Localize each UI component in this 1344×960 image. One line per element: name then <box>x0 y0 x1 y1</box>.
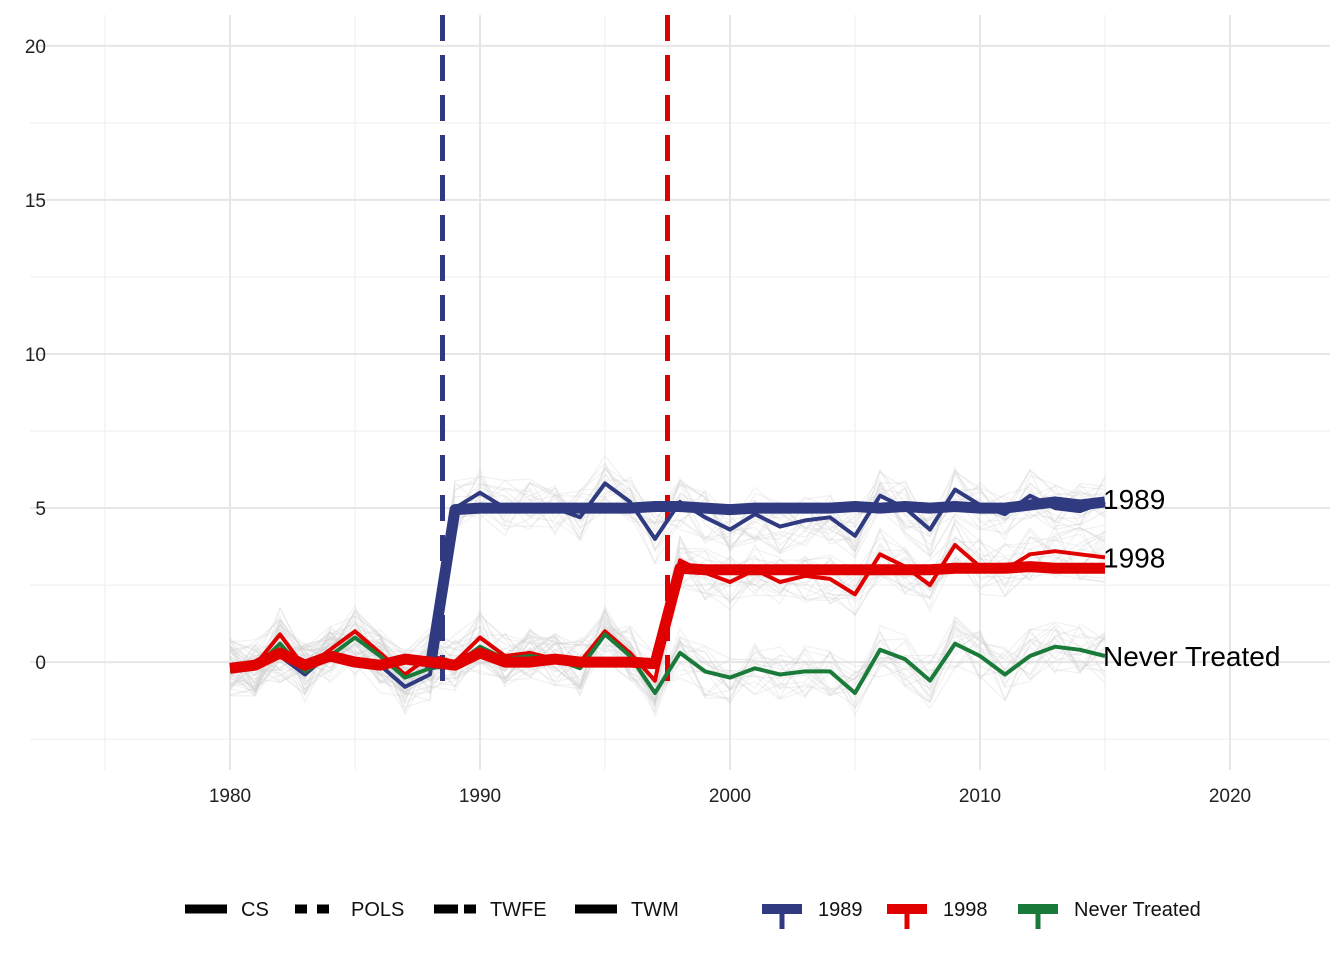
legend-linetype-label-CS: CS <box>241 899 269 921</box>
y-tick-label-15: 15 <box>25 191 46 212</box>
legend-linetype-label-TWFE: TWFE <box>490 899 547 921</box>
treatment-lines <box>440 15 670 682</box>
legend-color-label-2: Never Treated <box>1074 899 1201 921</box>
series-layer <box>229 481 1106 695</box>
y-axis-ticks: 0 5 10 15 20 <box>25 37 46 674</box>
legend-linetype-label-TWM: TWM <box>631 899 679 921</box>
y-tick-label-20: 20 <box>25 37 46 58</box>
end-label-1: 1998 <box>1103 542 1165 573</box>
y-tick-label-0: 0 <box>35 653 46 674</box>
x-axis-ticks: 1980 1990 2000 2010 2020 <box>209 786 1251 807</box>
x-tick-label-1980: 1980 <box>209 786 251 807</box>
x-tick-label-2010: 2010 <box>959 786 1001 807</box>
series-estimate-1998 <box>229 561 1105 674</box>
x-tick-label-2020: 2020 <box>1209 786 1251 807</box>
background-line-35 <box>229 618 1106 702</box>
x-tick-label-2000: 2000 <box>709 786 751 807</box>
y-tick-label-10: 10 <box>25 345 46 366</box>
x-tick-label-1990: 1990 <box>459 786 501 807</box>
grid-minor <box>30 15 1330 770</box>
legend-color-label-1: 1998 <box>943 899 988 921</box>
background-line-29 <box>229 621 1106 718</box>
background-line-32 <box>229 622 1106 708</box>
end-label-2: Never Treated <box>1103 641 1280 672</box>
series-estimate-1989 <box>424 496 1106 670</box>
background-line-53 <box>229 608 1106 703</box>
end-labels: 1989 1998 Never Treated <box>1103 484 1280 672</box>
series-observed-Never Treated <box>229 632 1106 695</box>
end-label-0: 1989 <box>1103 484 1165 515</box>
legend: CS POLS TWFE TWM 1989 1998 Never Treated <box>185 899 1201 929</box>
legend-linetype-label-POLS: POLS <box>351 899 404 921</box>
y-tick-label-5: 5 <box>35 499 46 520</box>
legend-color-label-0: 1989 <box>818 899 863 921</box>
background-line-4 <box>229 521 1106 703</box>
